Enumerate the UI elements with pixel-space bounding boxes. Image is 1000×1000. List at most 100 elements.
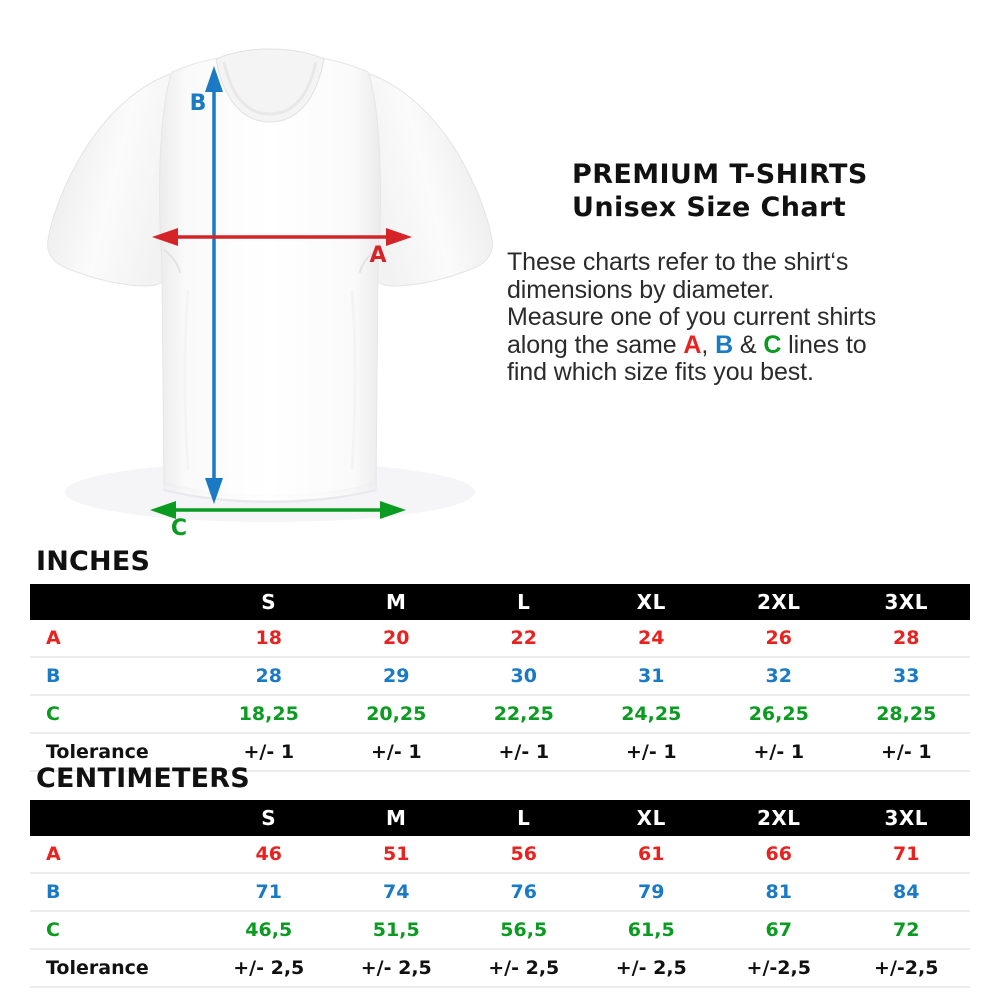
cell-a-xl: 61 <box>587 836 715 874</box>
header-cell-xl: XL <box>587 584 715 620</box>
header-cell-s: S <box>205 800 333 836</box>
cell-b-l: 76 <box>460 873 588 912</box>
tshirt-diagram: B A C <box>30 40 510 540</box>
cell-tol-s: +/- 1 <box>205 733 333 772</box>
size-table-centimeters: S M L XL 2XL 3XL A 46 51 56 61 66 71 B 7… <box>30 800 970 988</box>
cell-tol-2xl: +/- 1 <box>715 733 843 772</box>
cell-b-3xl: 33 <box>842 657 970 696</box>
cell-tol-m: +/- 1 <box>332 733 460 772</box>
table-inches-header: S M L XL 2XL 3XL <box>30 584 970 620</box>
cell-a-2xl: 26 <box>715 620 843 658</box>
cell-c-3xl: 72 <box>842 911 970 950</box>
table-centimeters-body: A 46 51 56 61 66 71 B 71 74 76 79 81 84 … <box>30 836 970 988</box>
table-row-tolerance: Tolerance +/- 1 +/- 1 +/- 1 +/- 1 +/- 1 … <box>30 733 970 772</box>
description-line-2: dimensions by diameter. <box>507 275 775 304</box>
cell-tol-xl: +/- 1 <box>587 733 715 772</box>
header-cell-2xl: 2XL <box>715 584 843 620</box>
cell-c-xl: 61,5 <box>587 911 715 950</box>
size-table-inches: S M L XL 2XL 3XL A 18 20 22 24 26 28 B 2… <box>30 584 970 772</box>
table-row-c: C 18,25 20,25 22,25 24,25 26,25 28,25 <box>30 695 970 734</box>
header-cell-blank <box>30 584 205 620</box>
cell-tol-3xl: +/- 1 <box>842 733 970 772</box>
table-centimeters-header: S M L XL 2XL 3XL <box>30 800 970 836</box>
measure-arrow-b <box>205 66 223 504</box>
row-label-a: A <box>30 620 205 658</box>
row-label-a: A <box>30 836 205 874</box>
description-line-1: These charts refer to the shirt‘s <box>507 248 849 276</box>
cell-a-m: 51 <box>332 836 460 874</box>
cell-b-3xl: 84 <box>842 873 970 912</box>
cell-a-m: 20 <box>332 620 460 658</box>
table-header-row: S M L XL 2XL 3XL <box>30 584 970 620</box>
description-line-4: along the same A, B & C lines to <box>507 330 977 360</box>
cell-a-3xl: 28 <box>842 620 970 658</box>
cell-b-l: 30 <box>460 657 588 696</box>
collar-inner <box>222 61 318 116</box>
header-cell-blank <box>30 800 205 836</box>
page-title-line1: PREMIUM T-SHIRTS <box>572 159 868 190</box>
cell-tol-l: +/- 2,5 <box>460 949 588 988</box>
cell-a-3xl: 71 <box>842 836 970 874</box>
cell-a-2xl: 66 <box>715 836 843 874</box>
header-cell-s: S <box>205 584 333 620</box>
header-cell-l: L <box>460 800 588 836</box>
header-cell-2xl: 2XL <box>715 800 843 836</box>
table-row-a: A 18 20 22 24 26 28 <box>30 620 970 658</box>
right-armhole-seam <box>359 249 377 273</box>
row-label-b: B <box>30 657 205 696</box>
fold-left <box>183 289 190 471</box>
description-line4-post: lines to <box>781 330 867 359</box>
marker-label-c: C <box>171 516 187 540</box>
description-line-3: Measure one of you current shirts <box>507 303 877 331</box>
cell-a-xl: 24 <box>587 620 715 658</box>
cell-c-l: 22,25 <box>460 695 588 734</box>
cell-a-l: 56 <box>460 836 588 874</box>
hem-line <box>163 489 377 504</box>
header-cell-l: L <box>460 584 588 620</box>
table-inches-body: A 18 20 22 24 26 28 B 28 29 30 31 32 33 … <box>30 620 970 772</box>
cell-c-s: 18,25 <box>205 695 333 734</box>
tshirt-svg: B A C <box>47 48 493 540</box>
description-line4-mid1: , <box>701 330 716 359</box>
cell-c-l: 56,5 <box>460 911 588 950</box>
cell-b-2xl: 81 <box>715 873 843 912</box>
cell-c-2xl: 26,25 <box>715 695 843 734</box>
headline-block: PREMIUM T-SHIRTS Unisex Size Chart These… <box>507 158 977 387</box>
description-line-5: find which size fits you best. <box>507 358 814 386</box>
marker-label-b: B <box>190 91 207 116</box>
description-paragraph: These charts refer to the shirt‘s dimens… <box>507 248 977 387</box>
section-heading-inches: INCHES <box>36 546 151 577</box>
row-label-tolerance: Tolerance <box>30 733 205 772</box>
cell-a-s: 18 <box>205 620 333 658</box>
cell-tol-2xl: +/-2,5 <box>715 949 843 988</box>
left-armhole-seam <box>163 249 181 273</box>
inline-marker-a: A <box>683 330 702 359</box>
table-row-b: B 71 74 76 79 81 84 <box>30 873 970 912</box>
cell-c-m: 51,5 <box>332 911 460 950</box>
table-row-b: B 28 29 30 31 32 33 <box>30 657 970 696</box>
cell-tol-l: +/- 1 <box>460 733 588 772</box>
cell-c-xl: 24,25 <box>587 695 715 734</box>
page-title-line2: Unisex Size Chart <box>572 192 847 223</box>
cell-b-m: 74 <box>332 873 460 912</box>
cell-b-s: 28 <box>205 657 333 696</box>
cell-b-s: 71 <box>205 873 333 912</box>
cell-b-xl: 79 <box>587 873 715 912</box>
cell-b-xl: 31 <box>587 657 715 696</box>
cell-a-l: 22 <box>460 620 588 658</box>
cell-b-2xl: 32 <box>715 657 843 696</box>
cell-c-3xl: 28,25 <box>842 695 970 734</box>
inline-marker-b: B <box>715 330 734 359</box>
inline-marker-c: C <box>763 330 782 359</box>
header-cell-xl: XL <box>587 800 715 836</box>
cell-tol-xl: +/- 2,5 <box>587 949 715 988</box>
header-cell-3xl: 3XL <box>842 800 970 836</box>
description-line4-pre: along the same <box>507 330 684 359</box>
fold-right <box>350 289 357 471</box>
header-cell-m: M <box>332 584 460 620</box>
row-label-b: B <box>30 873 205 912</box>
description-line4-mid2: & <box>733 330 764 359</box>
left-sleeve <box>47 73 181 287</box>
cell-c-2xl: 67 <box>715 911 843 950</box>
header-cell-3xl: 3XL <box>842 584 970 620</box>
